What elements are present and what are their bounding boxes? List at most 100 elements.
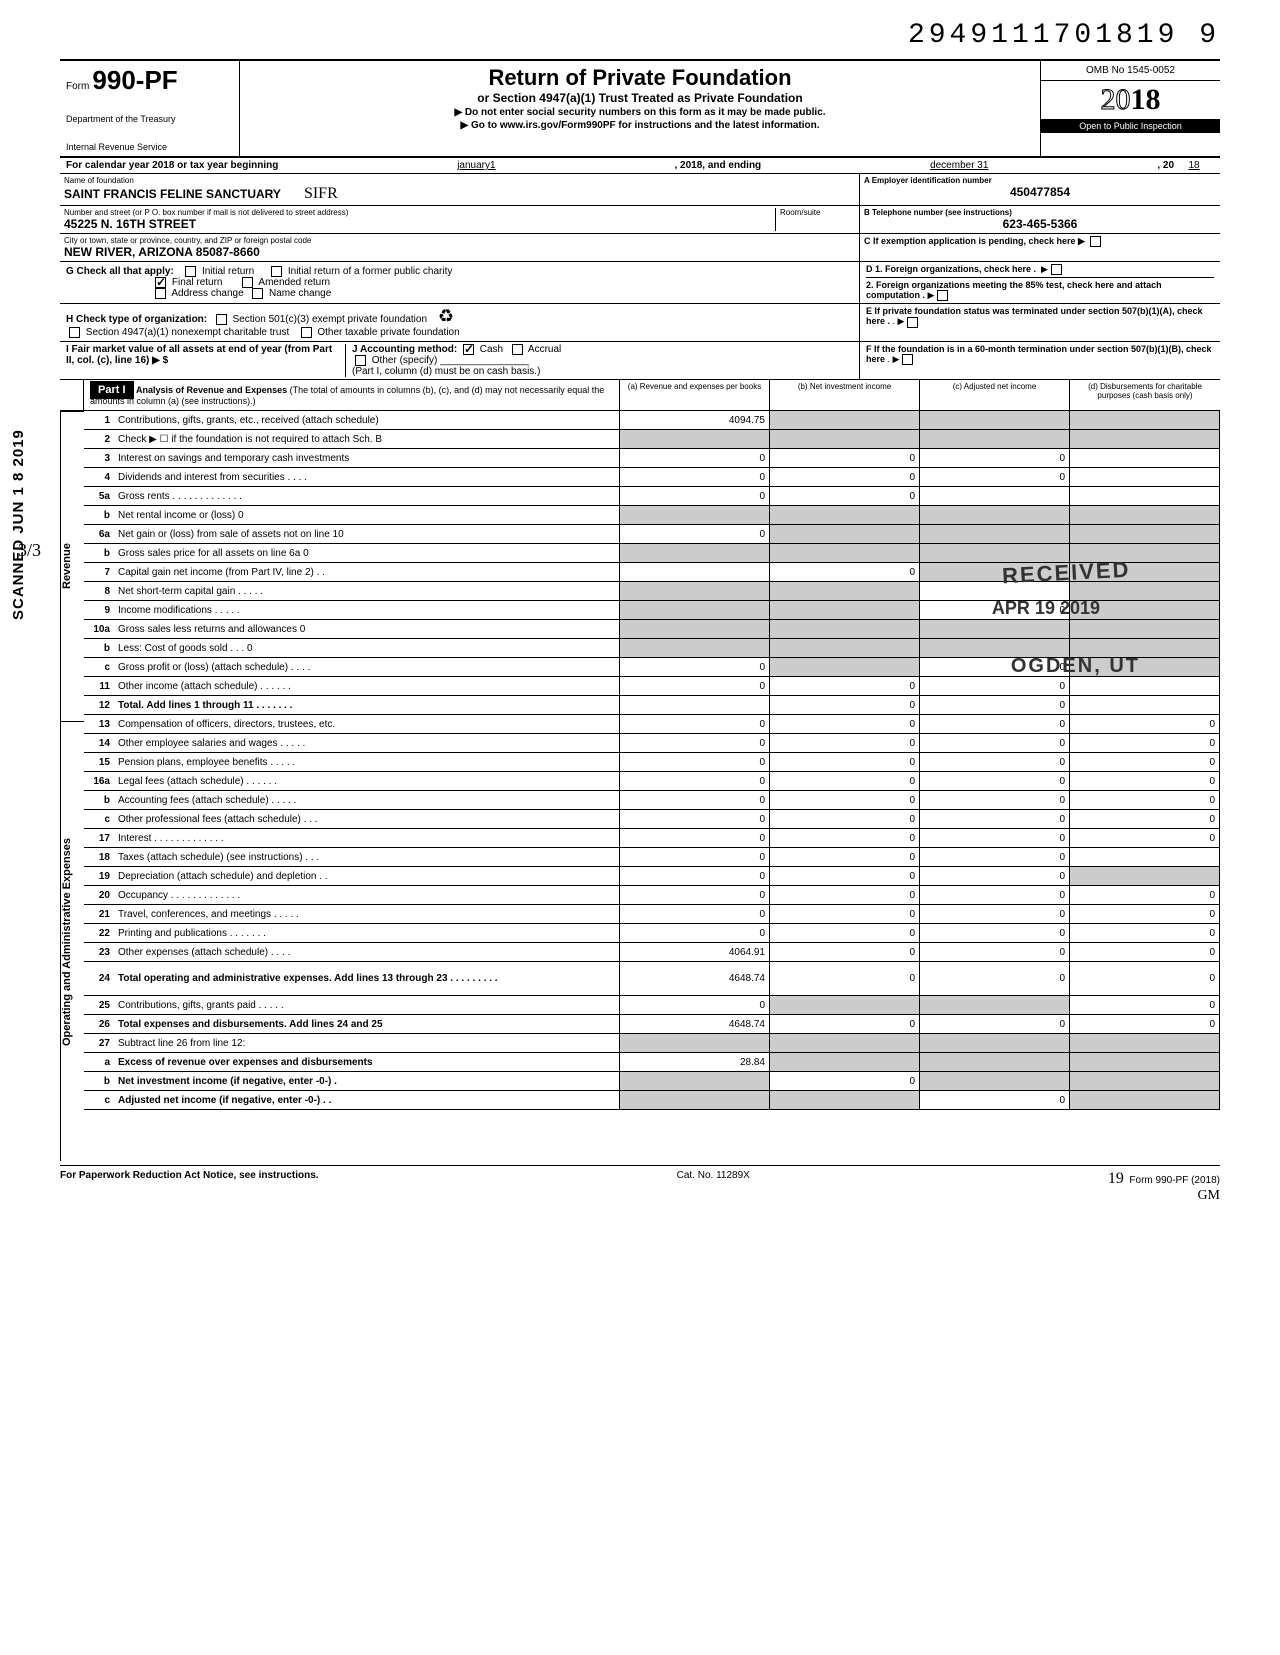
- pending-text: C If exemption application is pending, c…: [864, 236, 1085, 246]
- foundation-name[interactable]: SAINT FRANCIS FELINE SANCTUARY: [64, 187, 281, 201]
- table-row: bAccounting fees (attach schedule) . . .…: [84, 791, 1220, 810]
- table-row: 13Compensation of officers, directors, t…: [84, 715, 1220, 734]
- cal-begin[interactable]: january1: [278, 160, 674, 171]
- g-o1: Initial return: [202, 266, 254, 277]
- public-inspection: Open to Public Inspection: [1041, 119, 1220, 133]
- table-row: 2Check ▶ ☐ if the foundation is not requ…: [84, 430, 1220, 449]
- name-handwritten: SIFR: [304, 185, 338, 202]
- phone-value[interactable]: 623-465-5366: [864, 217, 1216, 231]
- footer-form: Form 990-PF (2018): [1129, 1175, 1220, 1186]
- j-note: (Part I, column (d) must be on cash basi…: [352, 366, 540, 377]
- i-row: I Fair market value of all assets at end…: [60, 342, 1220, 380]
- cb-former[interactable]: [271, 266, 282, 277]
- cal-end[interactable]: december 31: [761, 160, 1157, 171]
- cb-e[interactable]: [907, 317, 918, 328]
- table-row: 14Other employee salaries and wages . . …: [84, 734, 1220, 753]
- form-title: Return of Private Foundation: [244, 65, 1036, 91]
- g-o4: Amended return: [258, 277, 330, 288]
- table-row: 20Occupancy . . . . . . . . . . . . .000…: [84, 886, 1220, 905]
- address-row: Number and street (or P O. box number if…: [60, 206, 1220, 234]
- part1-header-row: Part I Analysis of Revenue and Expenses …: [60, 380, 1220, 411]
- ogden-stamp: OGDEN, UT: [1011, 655, 1140, 678]
- apr-stamp: APR 19 2019: [992, 598, 1100, 619]
- omb-number: OMB No 1545-0052: [1041, 61, 1220, 81]
- street-address[interactable]: 45225 N. 16TH STREET: [64, 217, 775, 231]
- footer-cat: Cat. No. 11289X: [677, 1170, 750, 1204]
- g-row: G Check all that apply: Initial return I…: [60, 262, 1220, 304]
- h-row: H Check type of organization: Section 50…: [60, 304, 1220, 341]
- addr-label: Number and street (or P O. box number if…: [64, 208, 775, 217]
- h-o2: Section 4947(a)(1) nonexempt charitable …: [86, 328, 289, 339]
- cb-other-tax[interactable]: [301, 327, 312, 338]
- cb-4947[interactable]: [69, 327, 80, 338]
- g-o2: Initial return of a former public charit…: [288, 266, 453, 277]
- cb-501c3[interactable]: [216, 314, 227, 325]
- city-row: City or town, state or province, country…: [60, 234, 1220, 262]
- form-number: 990-PF: [92, 65, 177, 95]
- instr-url: ▶ Go to www.irs.gov/Form990PF for instru…: [244, 120, 1036, 131]
- h-left: H Check type of organization: Section 50…: [60, 304, 860, 340]
- table-row: bNet rental income or (loss) 0: [84, 506, 1220, 525]
- cal-mid: , 2018, and ending: [674, 160, 761, 171]
- part1-desc-col: Part I Analysis of Revenue and Expenses …: [84, 380, 620, 410]
- i-label: I Fair market value of all assets at end…: [66, 344, 332, 366]
- address-block: Number and street (or P O. box number if…: [60, 206, 860, 233]
- table-row: aExcess of revenue over expenses and dis…: [84, 1053, 1220, 1072]
- form-header: Form 990-PF Department of the Treasury I…: [60, 59, 1220, 158]
- g-block: G Check all that apply: Initial return I…: [60, 262, 860, 303]
- cb-amended[interactable]: [242, 277, 253, 288]
- table-row: 24Total operating and administrative exp…: [84, 962, 1220, 996]
- tax-year: 2018: [1041, 81, 1220, 119]
- table-row: cOther professional fees (attach schedul…: [84, 810, 1220, 829]
- cb-other-method[interactable]: [355, 355, 366, 366]
- footer-left: For Paperwork Reduction Act Notice, see …: [60, 1170, 319, 1204]
- cb-addchange[interactable]: [155, 288, 166, 299]
- cb-d2[interactable]: [937, 290, 948, 301]
- table-row: 18Taxes (attach schedule) (see instructi…: [84, 848, 1220, 867]
- cal-yr: , 20: [1157, 160, 1174, 171]
- cal-text: For calendar year 2018 or tax year begin…: [66, 160, 278, 171]
- main-grid: Revenue Operating and Administrative Exp…: [60, 411, 1220, 1161]
- dept-irs: Internal Revenue Service: [66, 142, 233, 152]
- table-row: 10aGross sales less returns and allowanc…: [84, 620, 1220, 639]
- j-other: Other (specify): [372, 355, 438, 366]
- year-prefix: 20: [1101, 83, 1131, 116]
- phone-label: B Telephone number (see instructions): [864, 208, 1216, 217]
- city-value[interactable]: NEW RIVER, ARIZONA 85087-8660: [64, 245, 855, 259]
- cb-initial[interactable]: [185, 266, 196, 277]
- table-row: 25Contributions, gifts, grants paid . . …: [84, 996, 1220, 1015]
- table-row: 11Other income (attach schedule) . . . .…: [84, 677, 1220, 696]
- h-o3: Other taxable private foundation: [317, 328, 459, 339]
- d1-text: D 1. Foreign organizations, check here .: [866, 264, 1036, 274]
- cb-accrual[interactable]: [512, 344, 523, 355]
- cb-final[interactable]: [155, 277, 166, 288]
- table-row: 21Travel, conferences, and meetings . . …: [84, 905, 1220, 924]
- ein-value[interactable]: 450477854: [864, 185, 1216, 199]
- table-row: 27Subtract line 26 from line 12:: [84, 1034, 1220, 1053]
- j-accrual: Accrual: [528, 344, 561, 355]
- footer: For Paperwork Reduction Act Notice, see …: [60, 1165, 1220, 1204]
- cb-namechange[interactable]: [252, 288, 263, 299]
- pending-checkbox[interactable]: [1090, 236, 1101, 247]
- d2-text: 2. Foreign organizations meeting the 85%…: [866, 280, 1162, 300]
- name-label: Name of foundation: [64, 176, 855, 185]
- col-d-header: (d) Disbursements for charitable purpose…: [1070, 380, 1220, 410]
- ein-label: A Employer identification number: [864, 176, 1216, 185]
- form-subtitle: or Section 4947(a)(1) Trust Treated as P…: [244, 91, 1036, 105]
- g-o6: Name change: [269, 288, 331, 299]
- form-prefix: Form: [66, 81, 89, 92]
- d-block: D 1. Foreign organizations, check here .…: [860, 262, 1220, 303]
- g-o5: Address change: [171, 288, 243, 299]
- ops-sidebar: Operating and Administrative Expenses: [60, 721, 84, 1161]
- table-row: 5aGross rents . . . . . . . . . . . . .0…: [84, 487, 1220, 506]
- cal-yrv[interactable]: 18: [1174, 160, 1214, 171]
- j-label: J Accounting method:: [352, 344, 457, 355]
- cb-cash[interactable]: [463, 344, 474, 355]
- cb-d1[interactable]: [1051, 264, 1062, 275]
- room-label: Room/suite: [780, 208, 855, 217]
- g-o3: Final return: [172, 277, 223, 288]
- table-row: 16aLegal fees (attach schedule) . . . . …: [84, 772, 1220, 791]
- i-left: I Fair market value of all assets at end…: [60, 342, 860, 379]
- cb-f[interactable]: [902, 354, 913, 365]
- col-c-header: (c) Adjusted net income: [920, 380, 1070, 410]
